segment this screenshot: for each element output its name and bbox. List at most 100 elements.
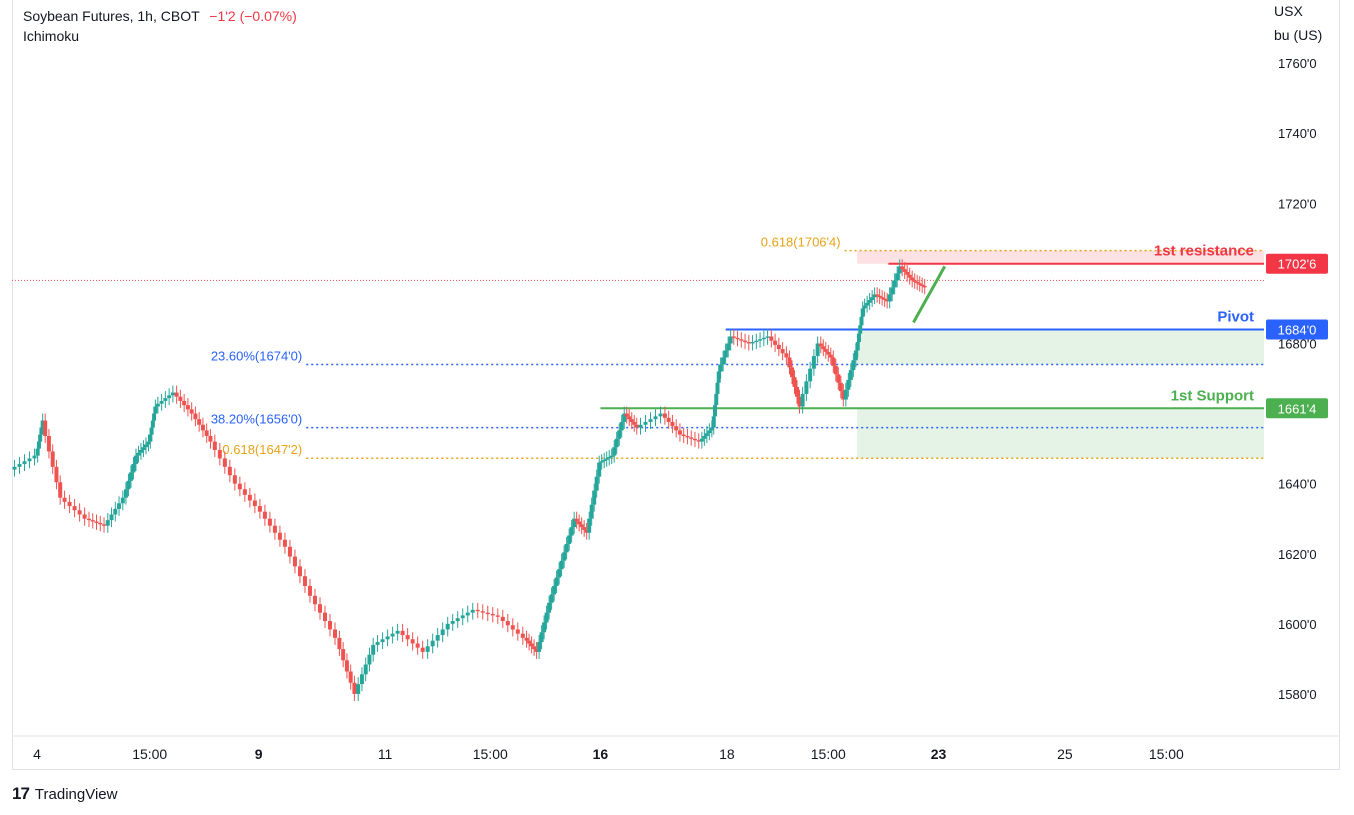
candle-body bbox=[495, 615, 500, 617]
candle-body bbox=[38, 434, 43, 442]
candle-body bbox=[765, 336, 770, 338]
candle-body bbox=[204, 430, 209, 436]
candle-body bbox=[62, 497, 67, 502]
fib-label-3: 0.618(1706'4) bbox=[761, 235, 841, 250]
brand-footer[interactable]: 17 TradingView bbox=[12, 784, 117, 804]
candle-body bbox=[846, 379, 851, 390]
candle-body bbox=[287, 546, 292, 557]
candle-body bbox=[780, 349, 785, 354]
candle-body bbox=[282, 539, 287, 547]
level-name-1: Pivot bbox=[1217, 308, 1254, 325]
candle-body bbox=[624, 413, 629, 417]
candle-body bbox=[36, 441, 41, 449]
chart-frame[interactable] bbox=[12, 0, 1340, 770]
candle-body bbox=[577, 521, 582, 525]
level-tag-2: 1661'4 bbox=[1278, 401, 1317, 416]
candle-body bbox=[500, 616, 505, 622]
candle-body bbox=[622, 413, 627, 422]
y-tick-label-3: 1680'0 bbox=[1278, 336, 1317, 351]
candle-body bbox=[126, 480, 131, 490]
candle-body bbox=[627, 416, 632, 420]
candle-body bbox=[875, 294, 880, 296]
candle-body bbox=[841, 391, 846, 400]
candle-body bbox=[544, 612, 549, 623]
candle-body bbox=[662, 413, 667, 418]
candle-body bbox=[776, 344, 781, 350]
x-tick-label-8: 23 bbox=[931, 746, 947, 762]
candle-body bbox=[843, 389, 848, 400]
candle-body bbox=[562, 552, 567, 561]
candle-body bbox=[146, 441, 151, 445]
candle-body bbox=[155, 403, 160, 407]
candle-body bbox=[149, 427, 154, 435]
candle-body bbox=[594, 476, 599, 491]
candle-body bbox=[714, 393, 719, 406]
candle-body bbox=[356, 684, 361, 694]
candle-body bbox=[823, 349, 828, 352]
candle-body bbox=[542, 622, 547, 633]
level-tag-bg-1 bbox=[1266, 319, 1328, 340]
level-tag-bg-2 bbox=[1266, 398, 1328, 419]
candle-body bbox=[363, 664, 368, 675]
candle-body bbox=[811, 356, 816, 369]
candle-body bbox=[117, 503, 122, 509]
fib-label-1: 38.20%(1656'0) bbox=[211, 412, 302, 427]
projection-arrow bbox=[912, 265, 947, 324]
candle-body bbox=[22, 461, 27, 465]
candle-body bbox=[892, 280, 897, 288]
candle-body bbox=[189, 409, 194, 414]
candle-body bbox=[895, 273, 900, 281]
zone-2 bbox=[857, 408, 1264, 459]
candle-body bbox=[58, 482, 63, 498]
candle-body bbox=[410, 639, 415, 644]
candle-body bbox=[784, 353, 789, 358]
candle-body bbox=[549, 594, 554, 603]
candle-body bbox=[632, 421, 637, 425]
candle-body bbox=[17, 464, 22, 467]
candle-body bbox=[907, 274, 912, 278]
candle-body bbox=[726, 343, 731, 351]
candle-body bbox=[470, 609, 475, 613]
x-tick-label-10: 15:00 bbox=[1149, 746, 1184, 762]
x-tick-label-0: 4 bbox=[33, 746, 41, 762]
candle-body bbox=[828, 354, 833, 358]
y-tick-label-6: 1600'0 bbox=[1278, 617, 1317, 632]
candle-body bbox=[527, 640, 532, 644]
candle-body bbox=[704, 433, 709, 436]
candle-body bbox=[609, 455, 614, 458]
candle-body bbox=[375, 642, 380, 645]
candle-body bbox=[599, 461, 604, 463]
candle-body bbox=[743, 340, 748, 343]
candle-body bbox=[648, 419, 653, 422]
y-tick-label-5: 1620'0 bbox=[1278, 547, 1317, 562]
candle-body bbox=[723, 350, 728, 358]
zone-0 bbox=[857, 250, 1264, 264]
candle-body bbox=[348, 671, 353, 683]
candle-body bbox=[592, 490, 597, 505]
x-tick-label-5: 16 bbox=[593, 746, 609, 762]
candle-body bbox=[520, 633, 525, 638]
candle-body bbox=[182, 400, 187, 406]
candle-body bbox=[715, 382, 720, 394]
candle-body bbox=[312, 595, 317, 605]
candle-body bbox=[46, 435, 51, 452]
chart-legend: Soybean Futures, 1h, CBOT −1'2 (−0.07%) … bbox=[23, 6, 297, 46]
candle-body bbox=[77, 510, 82, 515]
candle-body bbox=[731, 336, 736, 338]
candle-body bbox=[761, 337, 766, 340]
candle-body bbox=[602, 459, 607, 462]
candle-body bbox=[113, 508, 118, 515]
candle-body bbox=[307, 585, 312, 596]
candle-body bbox=[367, 654, 372, 665]
candle-body bbox=[430, 640, 435, 647]
candle-body bbox=[352, 682, 357, 694]
candle-body bbox=[505, 621, 510, 626]
candle-body bbox=[12, 466, 17, 470]
candle-body bbox=[141, 447, 146, 451]
candle-body bbox=[614, 438, 619, 448]
candle-body bbox=[897, 266, 902, 274]
candle-body bbox=[193, 413, 198, 420]
candle-body bbox=[912, 280, 917, 282]
candle-body bbox=[159, 400, 164, 404]
